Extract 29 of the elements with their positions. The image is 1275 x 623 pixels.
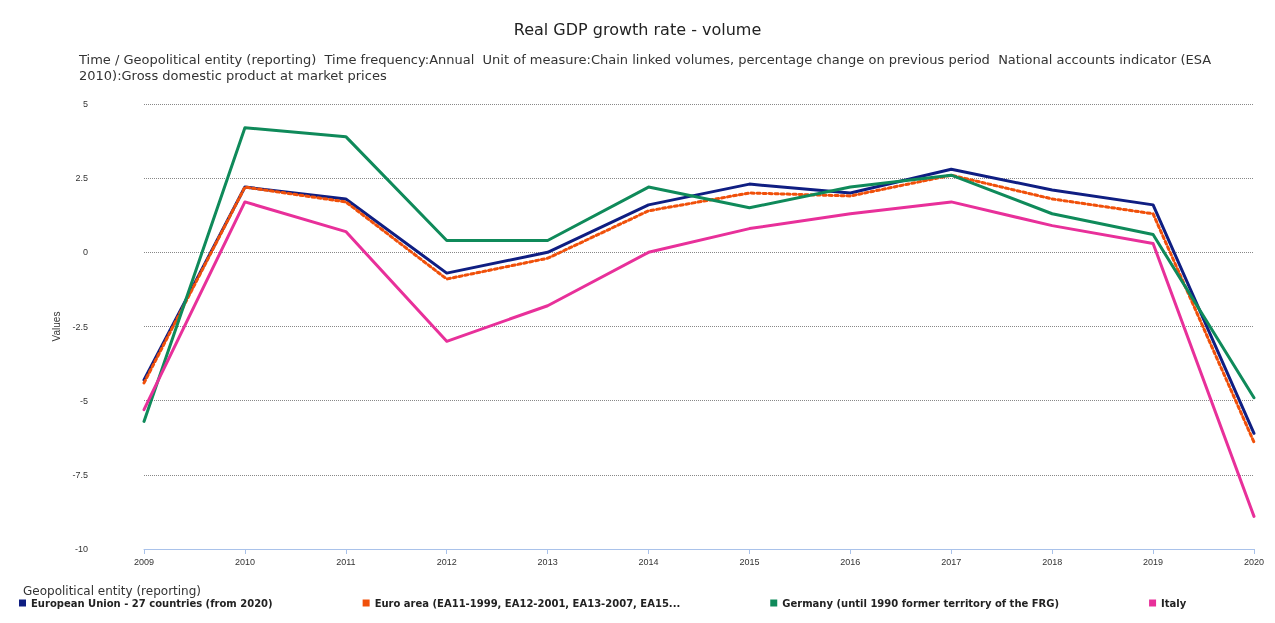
x-tick-label: 2020	[1243, 556, 1264, 567]
x-tick-label: 2019	[1143, 556, 1164, 567]
legend-title: Geopolitical entity (reporting)	[23, 584, 202, 598]
x-tick-label: 2016	[840, 556, 861, 567]
legend-label: Italy	[1161, 597, 1187, 609]
chart-subtitle: Time / Geopolitical entity (reporting) Time frequency:Annual Unit of measure:Chain linked volumes, percentage change on previous period National accounts indicator (ESA 2010):Gross domestic product at market prices	[78, 51, 1216, 83]
x-tick-label: 2013	[537, 556, 558, 567]
x-tick-label: 2018	[1042, 556, 1063, 567]
y-tick-label: -5	[79, 395, 88, 406]
x-tick-label: 2015	[739, 556, 760, 567]
y-axis-title: Values	[51, 311, 63, 342]
y-tick-label: 0	[82, 247, 88, 258]
y-tick-label: -2.5	[72, 321, 88, 332]
legend-label: Germany (until 1990 former territory of the FRG)	[782, 597, 1060, 609]
x-tick-label: 2014	[638, 556, 659, 567]
x-tick-label: 2010	[234, 556, 255, 567]
line-series	[142, 200, 1256, 518]
x-tick-label: 2011	[336, 556, 356, 567]
line-series	[142, 126, 1256, 423]
legend-label: Euro area (EA11-1999, EA12-2001, EA13-2007, EA15...	[374, 597, 681, 609]
chart-title: Real GDP growth rate - volume	[513, 19, 762, 39]
y-tick-label: -10	[74, 544, 88, 554]
y-tick-label: 5	[82, 99, 88, 109]
x-tick-label: 2012	[436, 556, 457, 567]
x-tick-label: 2009	[133, 556, 155, 567]
legend-label: European Union - 27 countries (from 2020)	[31, 597, 273, 609]
y-tick-label: 2.5	[75, 173, 88, 184]
x-tick-label: 2017	[941, 556, 962, 567]
y-tick-label: -7.5	[72, 469, 88, 480]
